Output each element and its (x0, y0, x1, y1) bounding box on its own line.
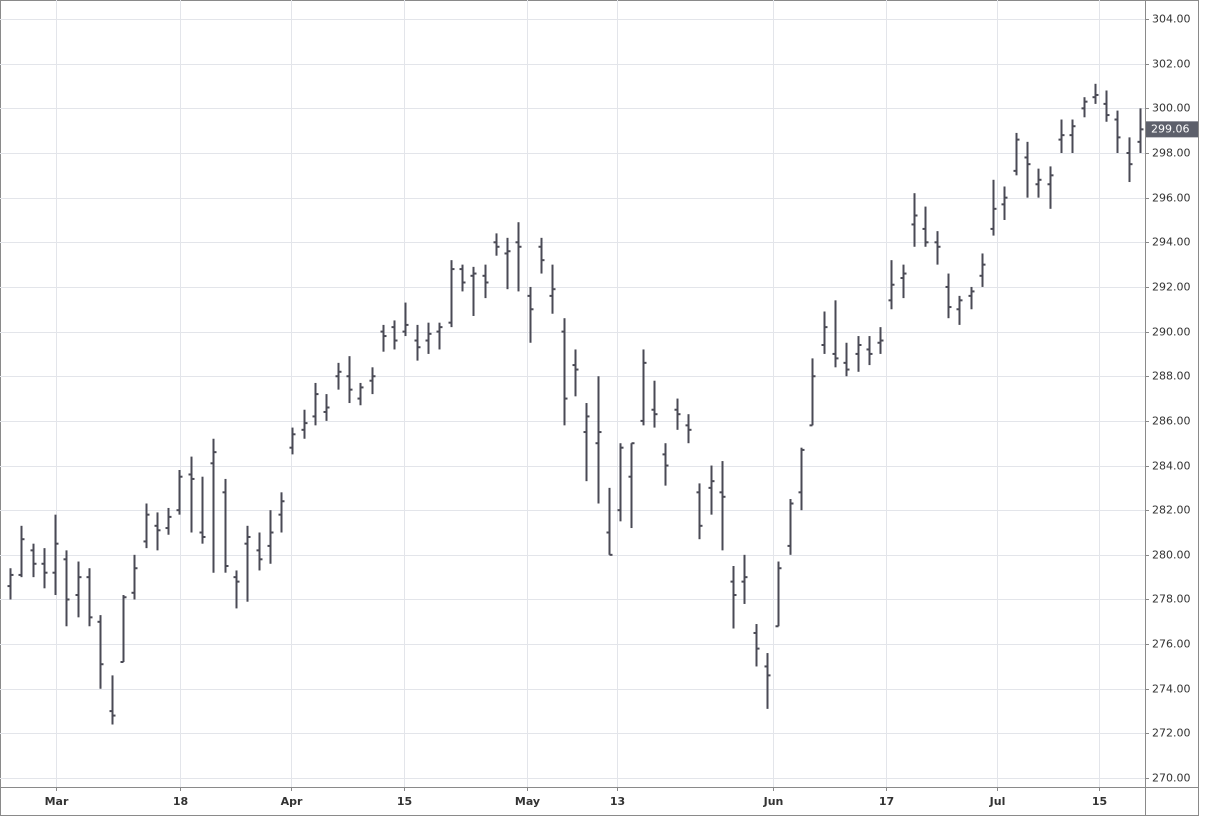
bars (7, 83, 1144, 725)
y-tick-label: 278.00 (1152, 593, 1191, 606)
y-tick-label: 274.00 (1152, 683, 1191, 696)
x-tick-label: 17 (879, 795, 894, 808)
y-tick-label: 280.00 (1152, 549, 1191, 562)
y-tick-label: 288.00 (1152, 370, 1191, 383)
x-tick-label: Mar (45, 795, 69, 808)
y-tick-label: 272.00 (1152, 727, 1191, 740)
y-tick-label: 304.00 (1152, 13, 1191, 26)
axes: 270.00 272.00 274.00 276.00 278.00 280.00 282.… (45, 13, 1198, 808)
last-price-tag (1146, 121, 1198, 138)
x-tick-label: Jun (763, 795, 784, 808)
y-tick-label: 292.00 (1152, 281, 1191, 294)
y-tick-label: 276.00 (1152, 638, 1191, 651)
x-tick-label: 18 (173, 795, 188, 808)
y-tick-label: 294.00 (1152, 236, 1191, 249)
y-tick-label: 282.00 (1152, 504, 1191, 517)
y-tick-label: 298.00 (1152, 147, 1191, 160)
x-tick-label: 15 (397, 795, 412, 808)
y-tick-label: 300.00 (1152, 102, 1191, 115)
y-tick-label: 302.00 (1152, 58, 1191, 71)
y-tick-label: 296.00 (1152, 192, 1191, 205)
y-tick-label: 286.00 (1152, 415, 1191, 428)
last-price-label: 299.06 (1151, 122, 1190, 135)
y-tick-label: 270.00 (1152, 772, 1191, 785)
x-tick-label: Apr (281, 795, 303, 808)
y-tick-label: 290.00 (1152, 326, 1191, 339)
x-tick-label: 13 (610, 795, 625, 808)
grid (0, 0, 1145, 787)
y-tick-label: 284.00 (1152, 460, 1191, 473)
x-tick-label: Jul (989, 795, 1006, 808)
x-tick-label: May (515, 795, 540, 808)
x-tick-label: 15 (1092, 795, 1107, 808)
